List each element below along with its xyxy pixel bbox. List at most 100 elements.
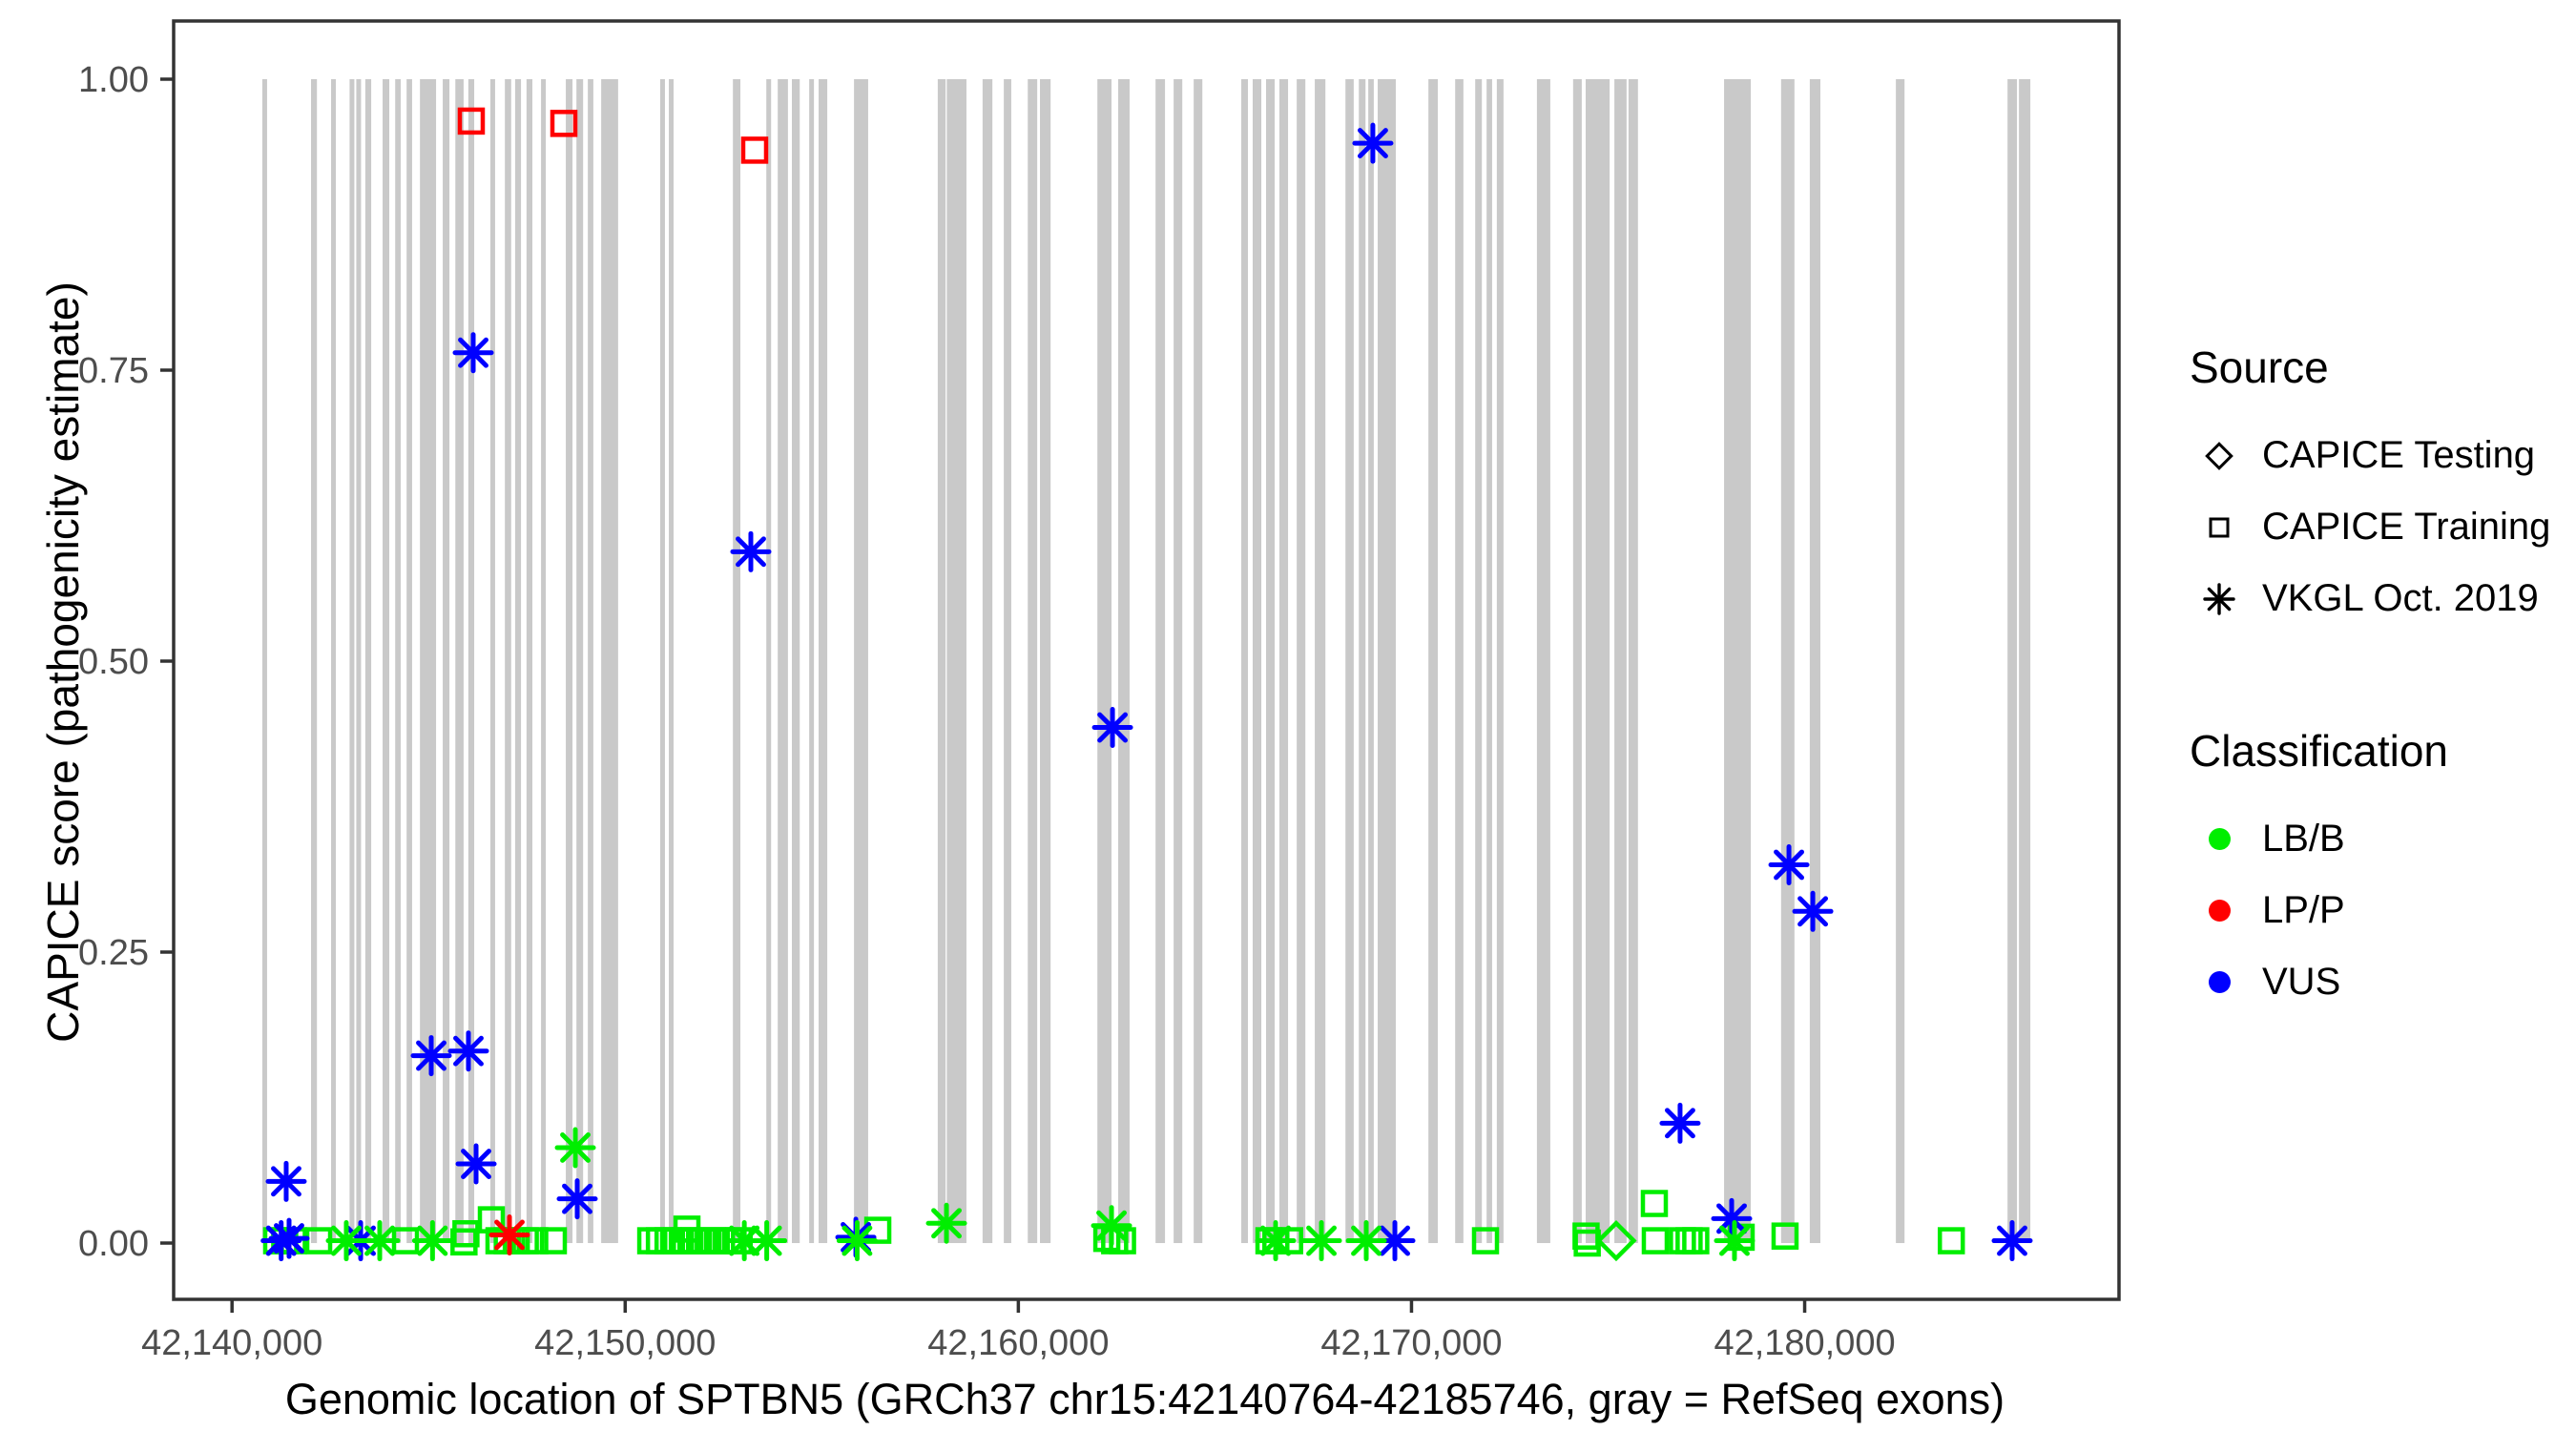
x-tick-label: 42,170,000	[1320, 1323, 1502, 1363]
data-point-asterisk	[265, 1160, 307, 1202]
exon-bar	[1097, 79, 1112, 1243]
y-tick-label: 0.25	[78, 933, 149, 973]
panel-border	[172, 19, 2121, 1301]
exon-bar	[1315, 79, 1326, 1243]
data-point-asterisk	[1300, 1220, 1342, 1262]
data-point-square	[457, 107, 486, 135]
y-tick-label: 0.50	[78, 642, 149, 682]
legend-spacer	[2190, 634, 2550, 725]
data-point-square	[1937, 1227, 1965, 1255]
exon-bar	[526, 79, 533, 1243]
y-tick-label: 0.00	[78, 1224, 149, 1264]
exon-bar	[792, 79, 800, 1243]
exon-bar	[261, 79, 267, 1243]
x-tick-label: 42,150,000	[534, 1323, 716, 1363]
exon-bar	[514, 79, 522, 1243]
exon-bar	[1896, 79, 1905, 1243]
exon-bar	[395, 79, 401, 1243]
exon-bar	[455, 79, 464, 1243]
data-point-square	[1471, 1227, 1500, 1255]
exon-bar	[1572, 79, 1582, 1243]
legend-source-title: Source	[2190, 342, 2329, 392]
data-point-asterisk	[836, 1220, 878, 1262]
data-point-asterisk	[1352, 122, 1394, 164]
data-point-square	[636, 1227, 665, 1255]
data-point-asterisk	[1374, 1220, 1416, 1262]
asterisk-icon	[2190, 577, 2249, 621]
exon-bar	[406, 79, 412, 1243]
exon-bar	[659, 79, 665, 1243]
y-tick-label: 1.00	[78, 60, 149, 100]
data-point-square	[740, 136, 769, 164]
exon-bar	[489, 79, 495, 1243]
exon-bar	[1004, 79, 1011, 1243]
exon-bar	[854, 79, 868, 1243]
legend-item-capice-testing: CAPICE Testing	[2190, 420, 2550, 491]
exon-bar	[1780, 79, 1795, 1243]
exon-bar	[1174, 79, 1183, 1243]
exon-bar	[311, 79, 318, 1243]
exon-bar	[601, 79, 618, 1243]
y-tick-label: 0.75	[78, 351, 149, 391]
data-point-square	[645, 1227, 674, 1255]
exon-bar	[364, 79, 372, 1243]
exon-bar	[1155, 79, 1166, 1243]
data-point-asterisk	[1091, 1205, 1132, 1247]
exon-bar	[1345, 79, 1354, 1243]
exon-bar	[1724, 79, 1752, 1243]
legend-label: VUS	[2262, 961, 2341, 1003]
legend-label: LP/P	[2262, 889, 2345, 931]
exon-bar	[1278, 79, 1289, 1243]
data-point-asterisk	[925, 1202, 967, 1244]
data-point-asterisk	[447, 1030, 489, 1072]
data-point-square	[1573, 1229, 1601, 1257]
legend-label: VKGL Oct. 2019	[2262, 577, 2539, 619]
square-icon	[2190, 506, 2249, 550]
data-point-asterisk	[411, 1220, 453, 1262]
data-point-square	[521, 1227, 549, 1255]
data-point-asterisk	[410, 1035, 452, 1077]
exon-bar	[566, 79, 573, 1243]
x-tick-label: 42,180,000	[1714, 1323, 1895, 1363]
x-tick-label: 42,160,000	[927, 1323, 1109, 1363]
exon-bar	[809, 79, 815, 1243]
exon-bar	[420, 79, 437, 1243]
data-point-square	[1641, 1227, 1670, 1255]
exon-bar	[1809, 79, 1821, 1243]
legend-label: CAPICE Training	[2262, 506, 2551, 548]
legend-item-vus: VUS	[2190, 946, 2550, 1018]
data-point-asterisk	[1091, 707, 1133, 749]
lbb-dot-icon	[2190, 818, 2249, 861]
data-point-asterisk	[746, 1220, 788, 1262]
legend-item-vkgl: VKGL Oct. 2019	[2190, 563, 2550, 634]
data-point-square	[1640, 1190, 1669, 1217]
exon-bar	[2019, 79, 2031, 1243]
diamond-icon	[2190, 434, 2249, 478]
exon-bar	[588, 79, 593, 1243]
vus-dot-icon	[2190, 961, 2249, 1005]
exon-bar	[1252, 79, 1262, 1243]
exon-bar	[982, 79, 993, 1243]
exon-bar	[1241, 79, 1249, 1243]
exon-bar	[1614, 79, 1627, 1243]
data-point-diamond	[1595, 1219, 1637, 1262]
data-point-asterisk	[723, 1220, 765, 1262]
data-point-asterisk	[554, 1127, 596, 1169]
lpp-dot-icon	[2190, 889, 2249, 933]
data-point-asterisk	[1659, 1102, 1701, 1144]
exon-bar	[1040, 79, 1051, 1243]
data-point-asterisk	[452, 332, 494, 374]
data-point-asterisk	[359, 1220, 401, 1262]
exon-bar	[1628, 79, 1638, 1243]
exon-bar	[1486, 79, 1492, 1243]
exon-bar	[356, 79, 362, 1243]
exon-bar	[383, 79, 390, 1243]
exon-bar	[1359, 79, 1366, 1243]
exon-bar	[505, 79, 511, 1243]
exon-bar	[669, 79, 675, 1243]
y-axis-title: CAPICE score (pathogenicity estimate)	[38, 281, 88, 1043]
exon-bar	[1496, 79, 1504, 1243]
data-point-asterisk	[1345, 1220, 1387, 1262]
data-point-square	[539, 1227, 568, 1255]
